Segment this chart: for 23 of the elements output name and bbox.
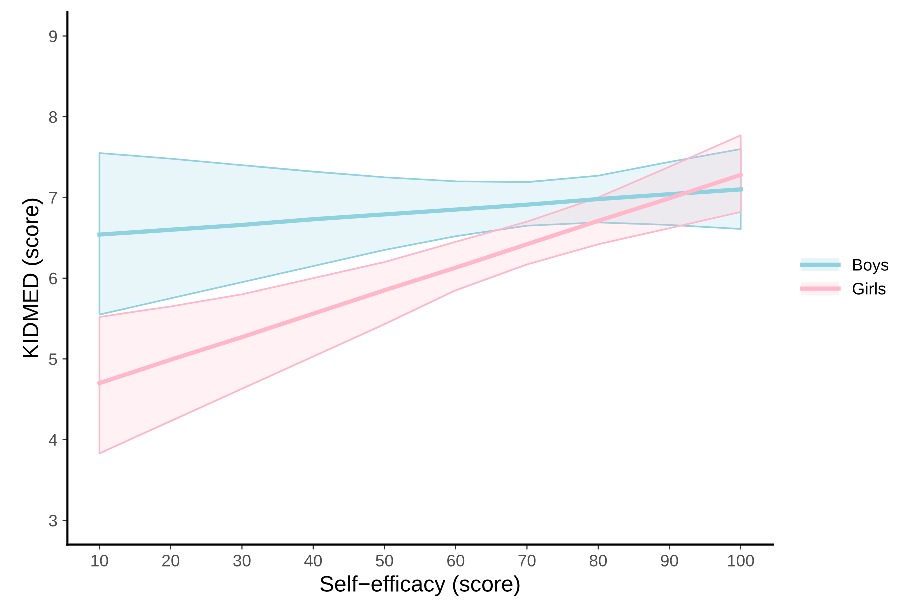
x-tick-label: 20: [162, 554, 180, 567]
x-tick-label: 100: [728, 554, 754, 567]
y-tick-label: 8: [49, 111, 58, 124]
y-axis-title: KIDMED (score): [22, 198, 44, 358]
x-tick-label: 80: [590, 554, 608, 567]
legend-label: Girls: [852, 282, 886, 295]
x-tick-label: 30: [234, 554, 251, 567]
line-series: [98, 188, 744, 237]
x-tick-label: 10: [92, 554, 108, 567]
y-tick-label: 4: [49, 434, 58, 446]
x-tick-label: 50: [376, 554, 394, 567]
y-tick-label: 6: [50, 272, 58, 285]
x-axis-title: Self−efficacy (score): [320, 576, 520, 596]
legend-label: Boys: [853, 259, 889, 274]
y-tick-label: 9: [49, 30, 58, 42]
x-tick-label: 40: [304, 554, 322, 567]
x-tick-label: 60: [448, 554, 465, 567]
line-series: [98, 173, 744, 386]
x-tick-label: 70: [518, 554, 536, 567]
y-tick-label: 7: [50, 192, 58, 204]
x-tick-label: 90: [661, 554, 678, 567]
y-tick-label: 3: [49, 514, 58, 527]
y-tick-label: 5: [49, 354, 58, 366]
